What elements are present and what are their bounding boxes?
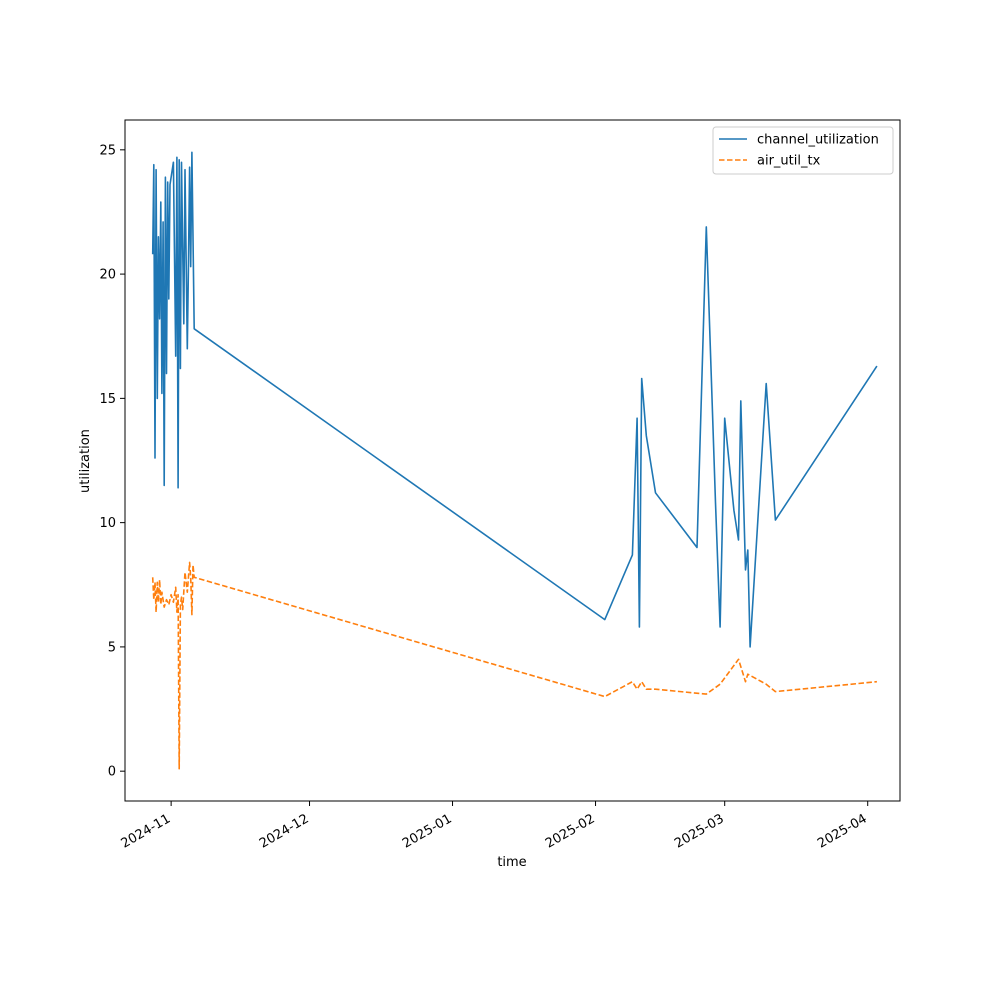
y-tick-label: 5 <box>108 640 116 655</box>
y-tick-label: 10 <box>99 516 116 531</box>
y-tick-label: 15 <box>99 392 116 407</box>
y-axis: 0 5 10 15 20 25 <box>99 143 125 780</box>
y-axis-label: utilization <box>78 429 93 493</box>
legend-box <box>712 126 894 175</box>
y-tick-label: 25 <box>99 143 116 158</box>
legend-label: air_util_tx <box>757 154 821 169</box>
x-axis-label: time <box>497 855 526 870</box>
y-tick-label: 20 <box>99 268 116 283</box>
series-line-air-util-tx <box>151 561 877 770</box>
plot-frame <box>124 119 901 802</box>
legend: channel_utilization air_util_tx <box>712 126 894 175</box>
y-tick-label: 0 <box>108 765 116 780</box>
legend-label: channel_utilization <box>757 133 879 148</box>
series-line-channel-utilization <box>151 151 878 648</box>
plot-area <box>151 151 878 770</box>
